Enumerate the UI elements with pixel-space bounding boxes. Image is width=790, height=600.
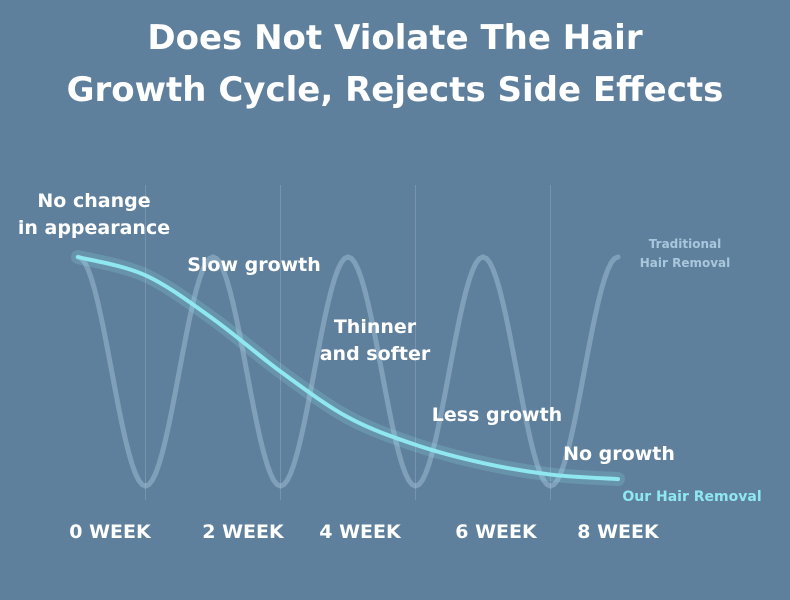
series-line-our (76, 255, 620, 482)
series-glow-our (71, 250, 625, 487)
series-line-traditional (75, 254, 621, 489)
x-tick-label-8: 8 WEEK (577, 521, 660, 543)
annotation-2: Slow growth (187, 254, 321, 276)
x-tick-label-0: 0 WEEK (69, 521, 152, 543)
annotation-2-line-1: Slow growth (187, 254, 321, 276)
annotation-5: No growth (563, 443, 675, 465)
legend-traditional: Traditional Hair Removal (640, 237, 731, 270)
legend-our: Our Hair Removal (622, 489, 761, 505)
legend-our-line-1: Our Hair Removal (622, 489, 761, 505)
annotation-1-line-2: in appearance (18, 217, 170, 239)
annotation-4-line-1: Less growth (432, 404, 562, 426)
annotation-4: Less growth (432, 404, 562, 426)
legend-traditional-line-2: Hair Removal (640, 256, 731, 270)
x-tick-label-2: 2 WEEK (202, 521, 285, 543)
legend-traditional-line-1: Traditional (649, 237, 721, 251)
annotation-3-line-2: and softer (320, 343, 431, 365)
chart-title-line-2: Growth Cycle, Rejects Side Effects (66, 70, 724, 110)
x-tick-label-6: 6 WEEK (455, 521, 538, 543)
annotation-3-line-1: Thinner (334, 316, 417, 338)
annotation-1: No change in appearance (18, 190, 170, 239)
annotation-5-line-1: No growth (563, 443, 675, 465)
annotation-3: Thinner and softer (320, 316, 431, 365)
x-tick-label-4: 4 WEEK (319, 521, 402, 543)
chart-title-line-1: Does Not Violate The Hair (147, 18, 643, 58)
annotation-1-line-1: No change (37, 190, 150, 212)
